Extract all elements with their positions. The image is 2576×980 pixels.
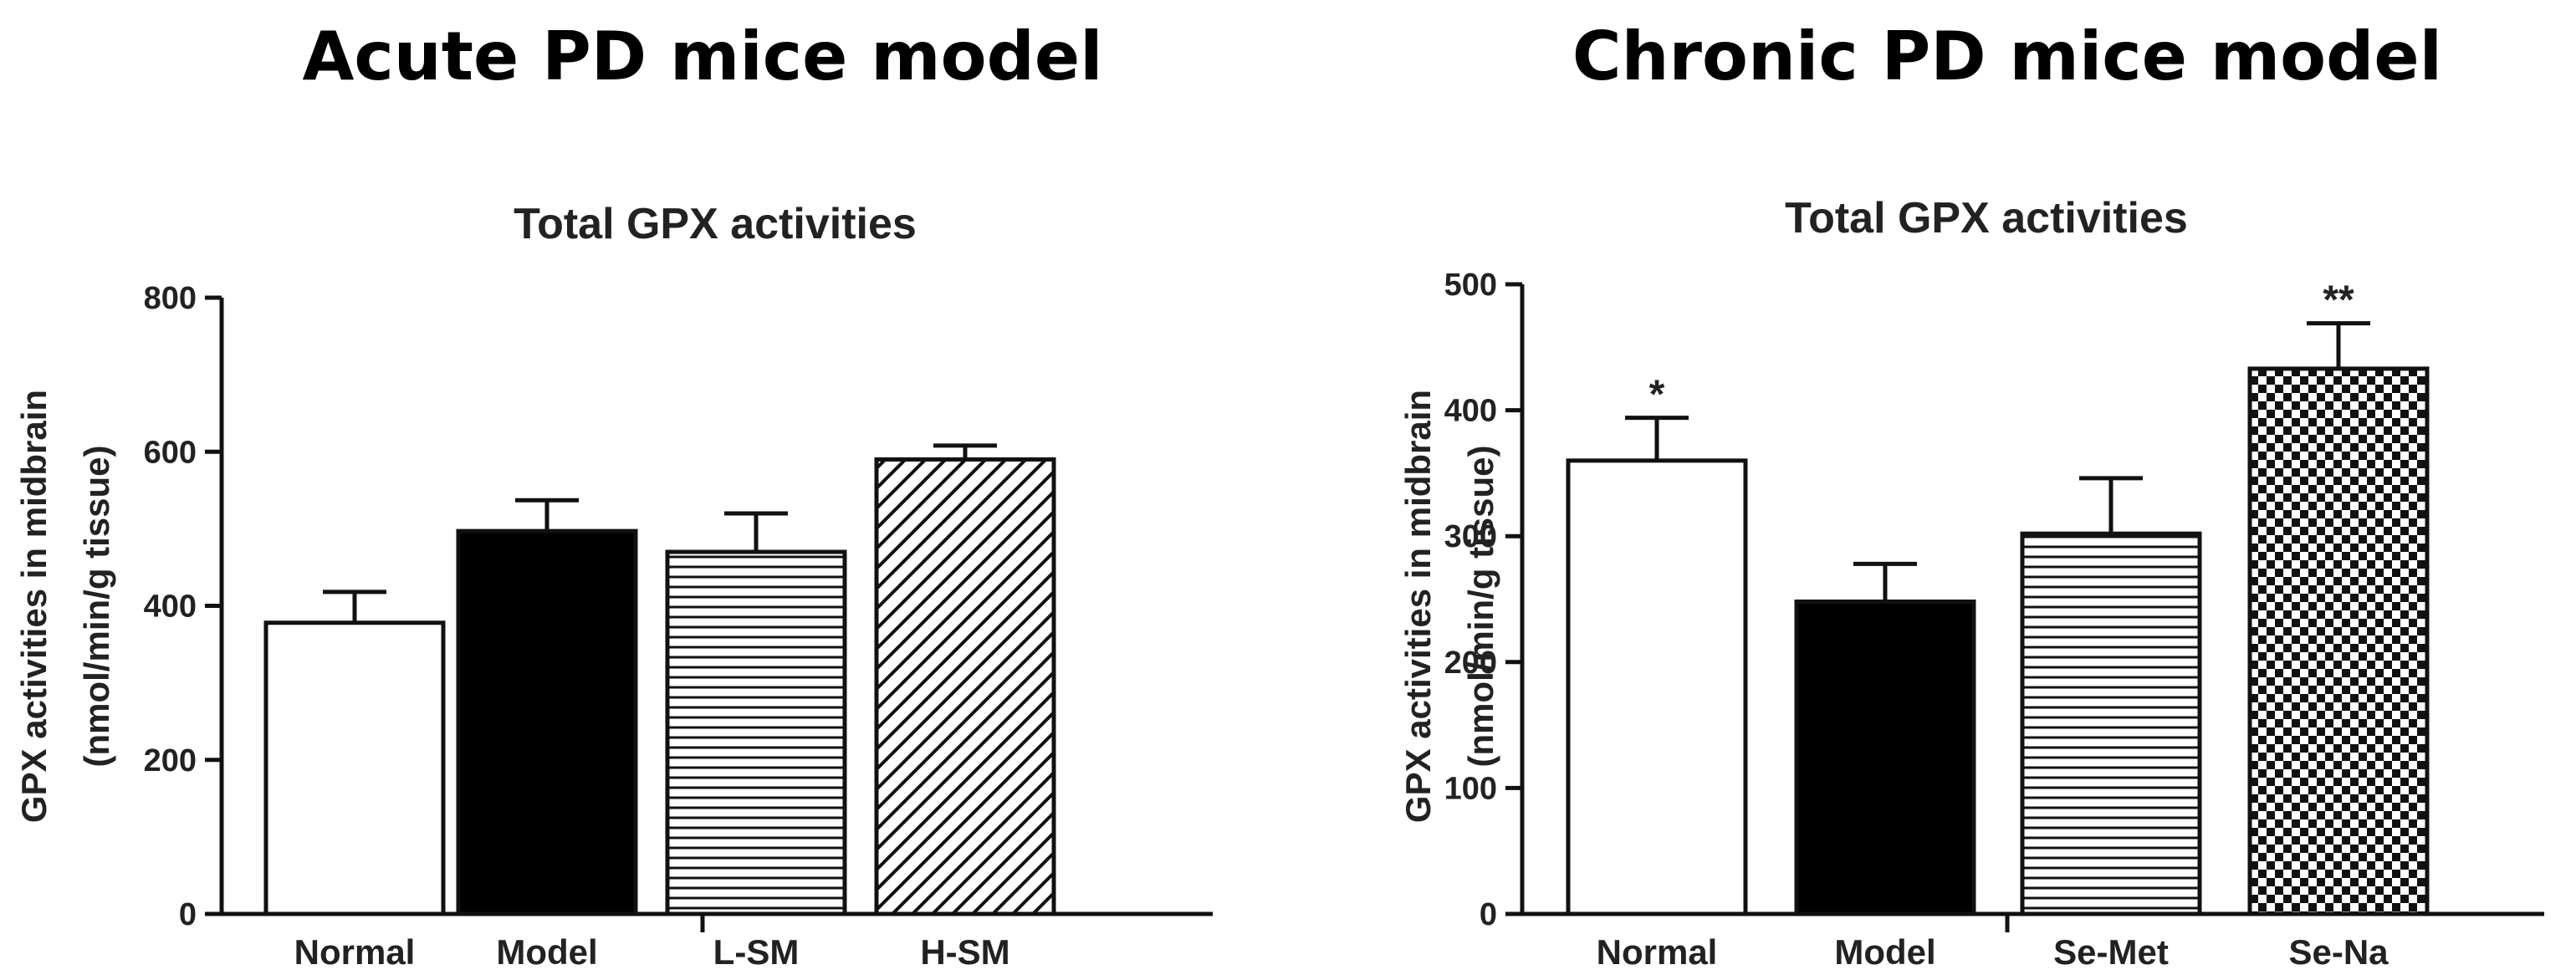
y-tick-label: 500 [1444,268,1497,303]
x-tick-label: H-SM [920,932,1009,972]
y-tick-label: 400 [1444,394,1497,429]
heading-acute: Acute PD mice model [302,18,1102,95]
x-tick-label: Normal [1597,932,1718,972]
bar-se-na [2247,366,2430,916]
y-tick-label: 0 [179,897,197,932]
y-tick-label: 600 [144,435,197,470]
bar-normal [263,620,446,916]
bar-normal [1566,458,1748,916]
x-tick-label: Model [496,932,597,972]
y-axis-label: GPX activities in midbrain [14,390,54,823]
y-tick-label: 200 [144,743,197,778]
chart-chronic: Total GPX activities GPX activities in mi… [1398,194,2544,972]
bar-se-met [2020,531,2202,916]
y-tick-label: 100 [1444,771,1497,806]
x-tick-label: Normal [294,932,416,972]
bar-model [1794,600,1976,916]
bar-model [456,528,638,916]
bar-h-sm [874,457,1056,916]
chart-title: Total GPX activities [1785,194,2188,242]
y-tick-label: 400 [144,590,197,625]
y-tick-label: 200 [1444,646,1497,681]
y-axis-label: GPX activities in midbrain [1398,390,1438,823]
x-tick-label: L-SM [713,932,800,972]
bar-l-sm [665,549,847,916]
x-tick-label: Se-Met [2053,932,2169,972]
chart-acute: Total GPX activities GPX activities in mi… [14,200,1213,972]
y-tick-label: 800 [144,281,197,316]
x-tick-label: Se-Na [2288,932,2389,972]
x-tick-label: Model [1834,932,1935,972]
y-tick-label: 300 [1444,519,1497,554]
y-tick-label: 0 [1480,897,1497,932]
y-axis-label: (nmol/min/g tissue) [1461,445,1500,767]
heading-chronic: Chronic PD mice model [1572,18,2442,95]
significance-marker: * [1649,373,1665,417]
significance-marker: ** [2323,278,2354,323]
chart-title: Total GPX activities [514,200,917,248]
y-axis-label: (nmol/min/g tissue) [77,445,116,767]
